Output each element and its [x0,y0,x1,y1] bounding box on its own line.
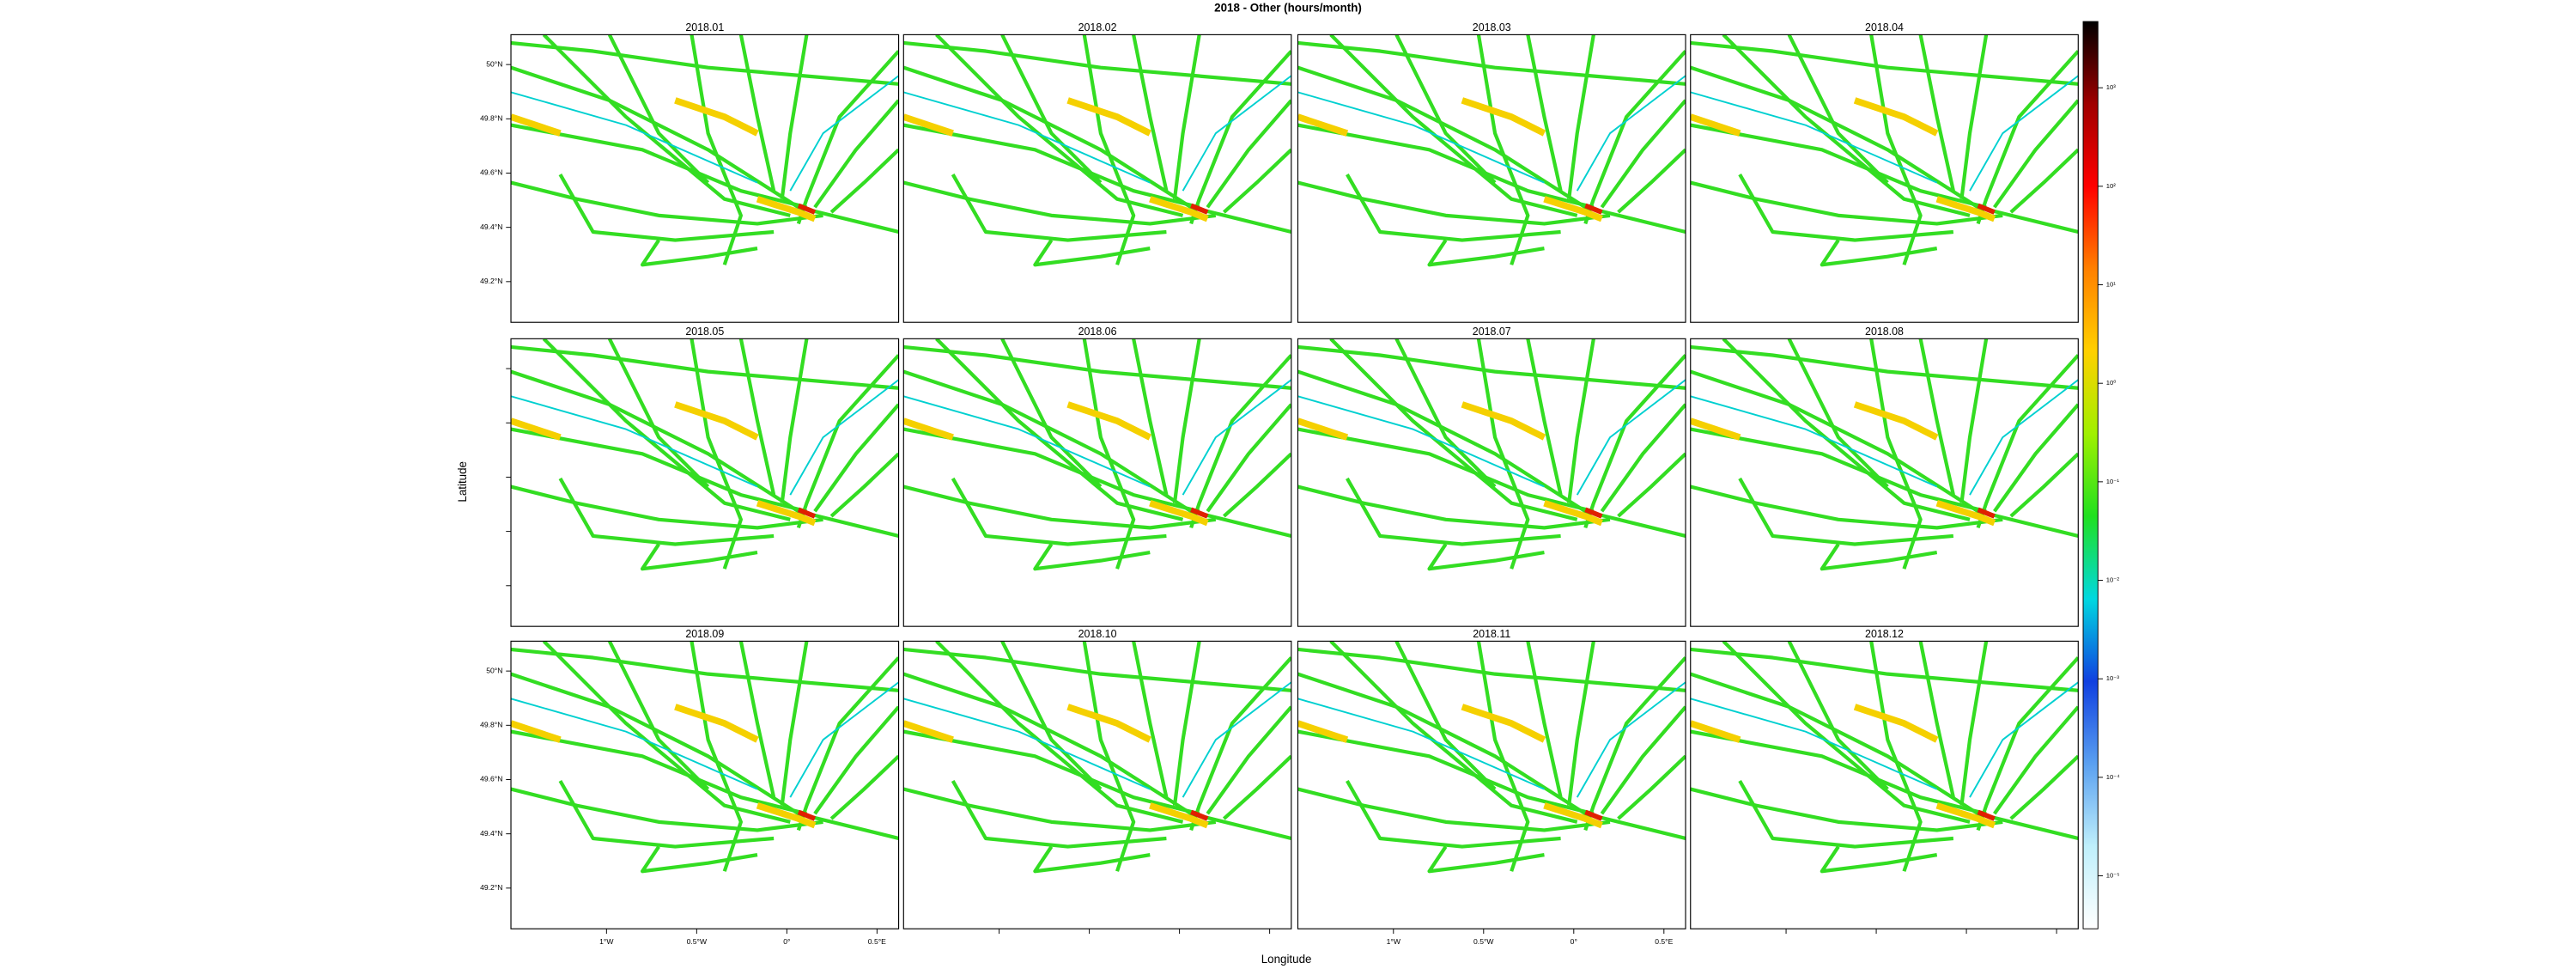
panel-title: 2018.09 [685,628,724,640]
x-axis-label: Longitude [1261,953,1312,966]
colorbar-tick-label: 10⁻³ [2106,674,2120,682]
panel-frame [1690,34,2079,323]
colorbar-tick-label: 10⁻¹ [2106,478,2120,485]
map-panel [1297,338,1686,627]
panel-title: 2018.02 [1078,21,1117,34]
map-panel [903,338,1291,627]
y-tick-label: 50°N [486,59,502,68]
panel-title: 2018.08 [1865,326,1904,338]
colorbar-tick-label: 10⁰ [2106,379,2117,387]
map-panel [511,34,899,323]
panel-frame [510,640,900,929]
colorbar-tick-label: 10⁻⁵ [2106,872,2120,880]
panel-title: 2018.03 [1473,21,1511,34]
colorbar [2082,21,2099,929]
colorbar-tick-label: 10² [2106,182,2116,190]
x-tick-label: 1°W [599,937,614,946]
colorbar-tick-label: 10¹ [2106,281,2116,289]
map-panel [511,641,899,929]
y-tick-label: 50°N [486,666,502,674]
panel-frame [1690,338,2079,627]
panel-frame [510,338,900,627]
map-panel [1690,34,2079,323]
panel-title: 2018.01 [685,21,724,34]
y-tick-label: 49.8°N [480,114,502,123]
y-tick-label: 49.4°N [480,222,502,231]
panel-frame [902,338,1292,627]
x-tick-label: 0.5°E [868,937,886,946]
y-tick-label: 49.8°N [480,721,502,729]
map-panel [1690,338,2079,627]
panel-frame [1690,640,2079,929]
map-panel [511,338,899,627]
colorbar-tick-label: 10⁻⁴ [2106,773,2120,781]
map-panel [903,641,1291,929]
panel-title: 2018.11 [1473,628,1510,640]
colorbar-tick-label: 10³ [2106,83,2116,91]
x-tick-label: 0.5°E [1655,937,1673,946]
x-tick-label: 0° [783,937,790,946]
panel-frame [1297,34,1686,323]
x-tick-label: 0° [1571,937,1577,946]
panel-title: 2018.04 [1865,21,1904,34]
panel-frame [1297,640,1686,929]
panel-frame [510,34,900,323]
map-panel [1690,641,2079,929]
map-panel [1297,641,1686,929]
y-tick-label: 49.4°N [480,829,502,838]
x-tick-label: 0.5°W [1473,937,1494,946]
y-tick-label: 49.6°N [480,775,502,783]
x-tick-label: 0.5°W [687,937,708,946]
panel-title: 2018.05 [685,326,724,338]
y-axis-label: Latitude [456,461,469,503]
panel-frame [902,640,1292,929]
map-panel [903,34,1291,323]
y-tick-label: 49.2°N [480,277,502,285]
map-panel [1297,34,1686,323]
y-tick-label: 49.6°N [480,168,502,177]
y-tick-label: 49.2°N [480,883,502,892]
panel-title: 2018.10 [1078,628,1117,640]
panel-title: 2018.06 [1078,326,1117,338]
chart-title: 2018 - Other (hours/month) [1214,1,1362,14]
colorbar-tick-label: 10⁻² [2106,576,2120,584]
x-tick-label: 1°W [1387,937,1401,946]
panel-frame [1297,338,1686,627]
panel-frame [902,34,1292,323]
panel-title: 2018.12 [1865,628,1904,640]
panel-title: 2018.07 [1473,326,1511,338]
